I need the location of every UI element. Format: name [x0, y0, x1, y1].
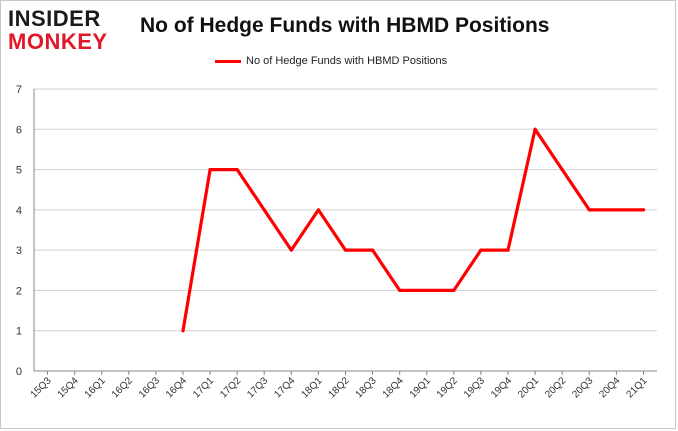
x-tick-label-15Q4: 15Q4 [56, 375, 81, 400]
logo-line-2: MONKEY [8, 29, 108, 54]
data-point-20Q3 [587, 208, 591, 212]
legend: No of Hedge Funds with HBMD Positions [215, 55, 447, 67]
x-tick-label-20Q1: 20Q1 [516, 375, 541, 400]
data-point-18Q3 [370, 248, 375, 252]
data-point-16Q4 [181, 329, 185, 333]
x-tick-label-19Q3: 19Q3 [462, 375, 487, 400]
data-point-19Q4 [506, 248, 510, 252]
data-point-18Q1 [316, 208, 321, 212]
x-tick-label-19Q4: 19Q4 [489, 375, 514, 400]
x-tick-label-20Q3: 20Q3 [570, 375, 595, 400]
y-tick-label-3: 3 [16, 245, 22, 257]
x-tick-label-19Q1: 19Q1 [408, 375, 433, 400]
x-tick-label-17Q2: 17Q2 [218, 375, 243, 400]
y-tick-label-6: 6 [16, 124, 22, 136]
chart-title: No of Hedge Funds with HBMD Positions [140, 14, 550, 37]
x-tick-label-17Q4: 17Q4 [272, 375, 297, 400]
y-tick-label-2: 2 [16, 285, 22, 297]
x-tick-label-20Q4: 20Q4 [597, 375, 622, 400]
x-tick-label-19Q2: 19Q2 [435, 375, 460, 400]
y-tick-label-4: 4 [16, 205, 22, 217]
data-point-19Q3 [479, 248, 483, 252]
x-tick-label-16Q3: 16Q3 [137, 375, 162, 400]
x-tick-label-17Q1: 17Q1 [191, 375, 216, 400]
y-tick-label-5: 5 [16, 165, 22, 177]
x-tick-label-21Q1: 21Q1 [624, 375, 649, 400]
data-point-17Q2 [235, 167, 239, 172]
data-point-17Q4 [289, 248, 293, 252]
x-tick-label-15Q3: 15Q3 [29, 375, 54, 400]
data-point-19Q2 [452, 288, 456, 293]
x-tick-label-18Q1: 18Q1 [299, 375, 324, 400]
x-tick-label-16Q4: 16Q4 [164, 375, 189, 400]
logo-line-1: INSIDER [8, 6, 101, 31]
data-point-20Q4 [614, 208, 618, 212]
y-tick-label-1: 1 [16, 326, 22, 338]
x-tick-label-17Q3: 17Q3 [245, 375, 270, 400]
insider-monkey-logo: INSIDER MONKEY [8, 8, 126, 54]
x-tick-label-16Q2: 16Q2 [110, 375, 135, 400]
data-point-20Q2 [560, 167, 564, 172]
x-tick-label-18Q4: 18Q4 [381, 375, 406, 400]
data-point-18Q2 [343, 248, 348, 252]
series-line-0 [181, 127, 646, 333]
data-point-20Q1 [533, 127, 537, 131]
x-tick-label-20Q2: 20Q2 [543, 375, 568, 400]
data-point-18Q4 [398, 288, 402, 293]
x-tick-label-18Q3: 18Q3 [354, 375, 379, 400]
x-tick-label-16Q1: 16Q1 [83, 375, 108, 400]
legend-swatch [215, 59, 241, 63]
data-point-19Q1 [425, 288, 429, 293]
data-point-21Q1 [641, 208, 646, 212]
data-point-17Q1 [208, 167, 212, 172]
x-tick-label-18Q2: 18Q2 [327, 375, 352, 400]
legend-label: No of Hedge Funds with HBMD Positions [246, 55, 448, 67]
y-tick-label-7: 7 [16, 84, 22, 96]
data-point-17Q3 [262, 208, 266, 212]
y-tick-label-0: 0 [16, 366, 22, 378]
